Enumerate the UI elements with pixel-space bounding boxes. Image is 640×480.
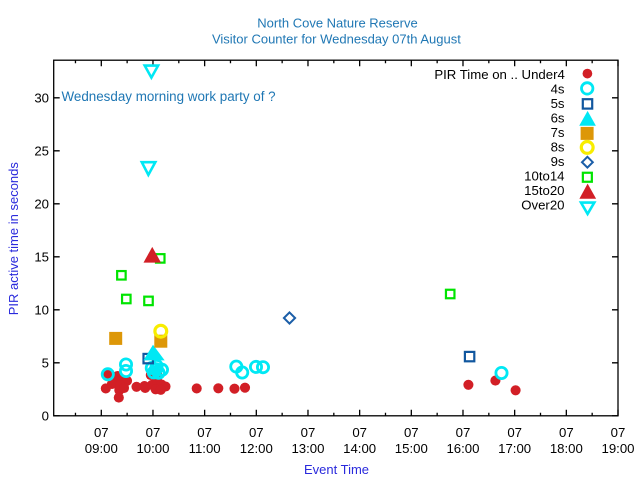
svg-text:5s: 5s — [551, 96, 565, 111]
svg-text:19:00: 19:00 — [601, 441, 634, 456]
svg-text:17:00: 17:00 — [498, 441, 531, 456]
svg-text:12:00: 12:00 — [240, 441, 273, 456]
svg-text:16:00: 16:00 — [446, 441, 479, 456]
svg-text:4s: 4s — [551, 82, 565, 97]
svg-text:07: 07 — [404, 425, 419, 440]
svg-text:Wednesday morning work party o: Wednesday morning work party of ? — [62, 89, 276, 104]
svg-text:15to20: 15to20 — [524, 183, 564, 198]
svg-text:07: 07 — [611, 425, 626, 440]
svg-text:15: 15 — [34, 249, 49, 264]
svg-text:07: 07 — [456, 425, 471, 440]
svg-text:30: 30 — [34, 90, 49, 105]
svg-text:6s: 6s — [551, 111, 565, 126]
svg-text:07: 07 — [249, 425, 264, 440]
svg-text:0: 0 — [42, 408, 49, 423]
svg-text:14:00: 14:00 — [343, 441, 376, 456]
svg-text:13:00: 13:00 — [291, 441, 324, 456]
svg-text:25: 25 — [34, 143, 49, 158]
svg-text:07: 07 — [507, 425, 522, 440]
svg-text:18:00: 18:00 — [550, 441, 583, 456]
svg-text:7s: 7s — [551, 125, 565, 140]
svg-text:07: 07 — [146, 425, 161, 440]
svg-text:20: 20 — [34, 196, 49, 211]
svg-text:9s: 9s — [551, 154, 565, 169]
svg-text:Over20: Over20 — [521, 198, 564, 213]
svg-text:07: 07 — [301, 425, 316, 440]
svg-text:09:00: 09:00 — [85, 441, 118, 456]
svg-text:15:00: 15:00 — [395, 441, 428, 456]
svg-text:8s: 8s — [551, 140, 565, 155]
svg-text:Visitor Counter for Wednesday: Visitor Counter for Wednesday 07th Augus… — [212, 31, 461, 46]
svg-text:10to14: 10to14 — [524, 169, 564, 184]
svg-text:07: 07 — [197, 425, 212, 440]
svg-text:07: 07 — [94, 425, 109, 440]
svg-text:07: 07 — [352, 425, 367, 440]
svg-text:11:00: 11:00 — [189, 441, 221, 456]
svg-text:PIR active time in seconds: PIR active time in seconds — [6, 162, 21, 316]
svg-text:North Cove Nature Reserve: North Cove Nature Reserve — [257, 16, 417, 31]
svg-text:10: 10 — [34, 302, 49, 317]
svg-text:Event Time: Event Time — [304, 462, 369, 477]
svg-text:10:00: 10:00 — [136, 441, 169, 456]
svg-text:5: 5 — [42, 355, 49, 370]
svg-text:PIR Time on .. Under4: PIR Time on .. Under4 — [434, 67, 564, 82]
svg-text:07: 07 — [559, 425, 574, 440]
